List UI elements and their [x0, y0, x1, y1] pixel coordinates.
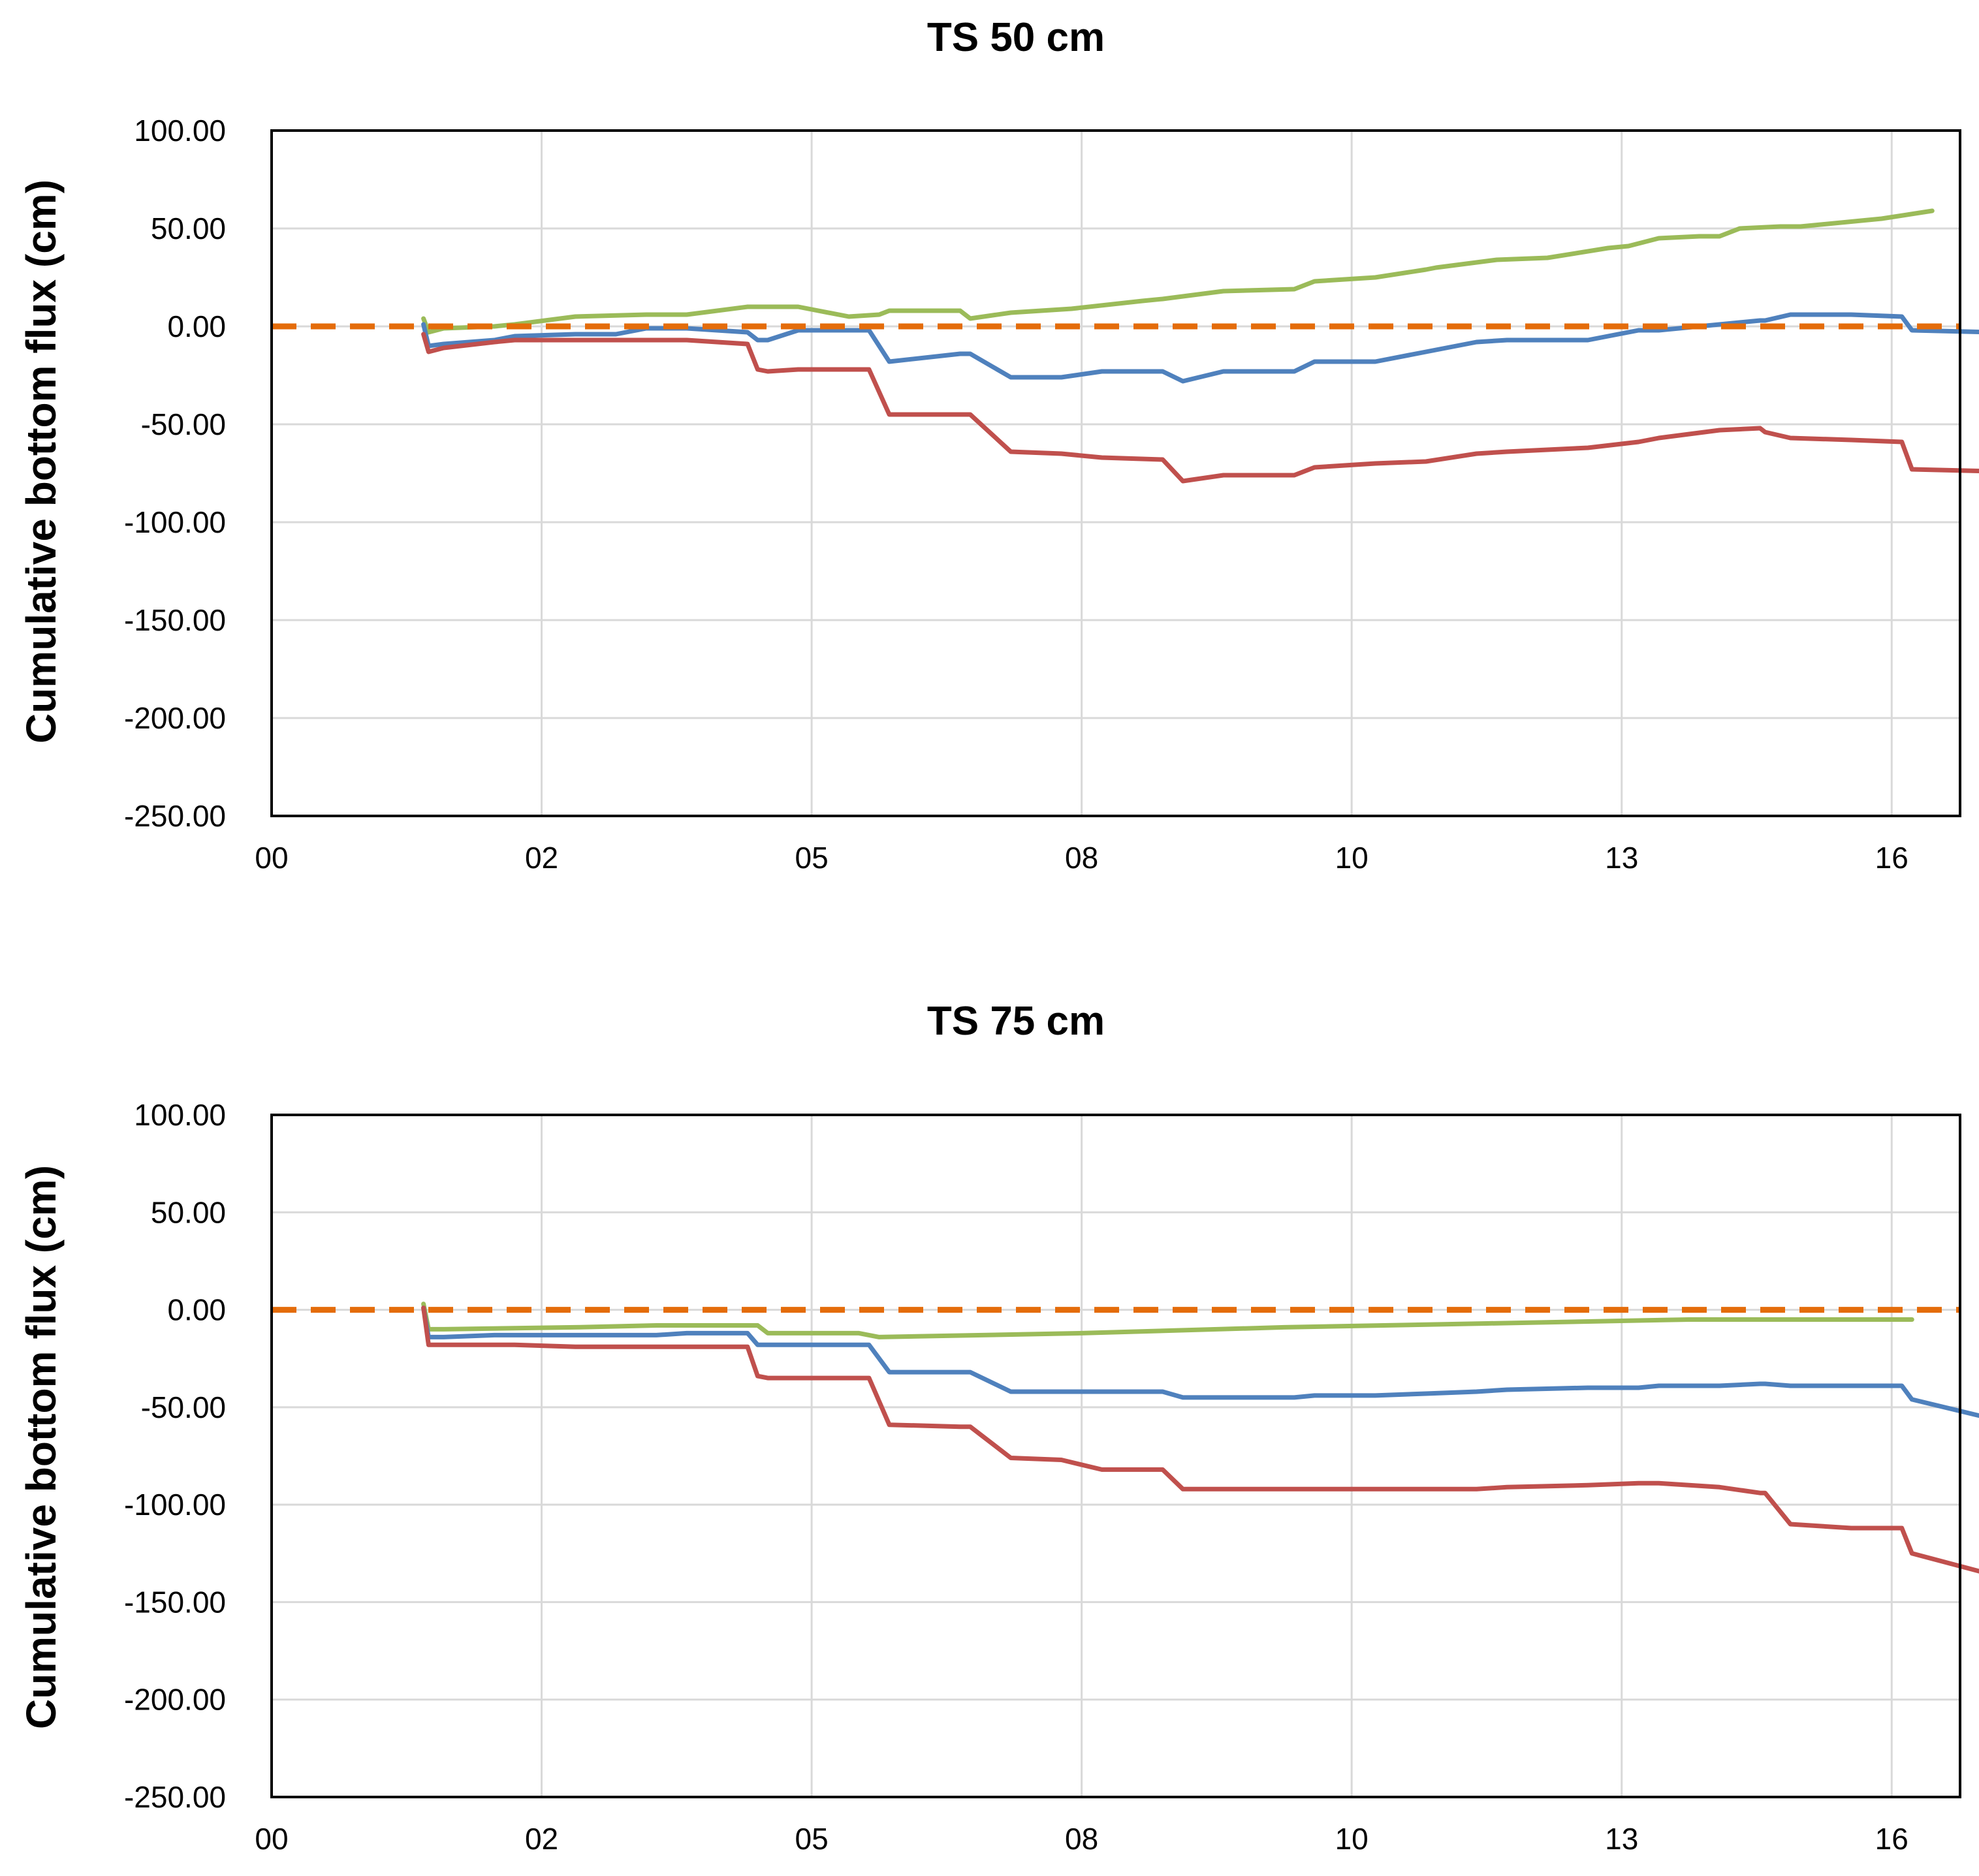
- y-tick-label: -250.00: [124, 1780, 226, 1814]
- chart-title: TS 75 cm: [927, 999, 1105, 1044]
- y-tick-label: -100.00: [124, 505, 226, 539]
- series-layer: [272, 1302, 1979, 1574]
- x-tick-label: 16: [1875, 1822, 1908, 1856]
- series-line-red: [421, 1305, 1979, 1574]
- series-line-red: [421, 332, 1979, 484]
- y-tick-label: -200.00: [124, 1683, 226, 1717]
- x-tick-label: 02: [525, 1822, 558, 1856]
- y-tick-label: 100.00: [134, 1098, 226, 1132]
- y-tick-labels: 100.00 50.00 0.00 -50.00 -100.00 -150.00 -200.…: [124, 1098, 226, 1814]
- x-tick-label: 05: [795, 841, 829, 875]
- y-tick-label: -250.00: [124, 799, 226, 833]
- chart-ts-50cm: TS 50 cm Cumulative bottom flux (cm) 100…: [18, 15, 1979, 875]
- x-tick-label: 02: [525, 841, 558, 875]
- y-tick-label: -200.00: [124, 701, 226, 735]
- x-tick-labels: 00 02 05 08 10 13 16: [255, 1822, 1908, 1856]
- x-tick-label: 05: [795, 1822, 829, 1856]
- plot-area-border: [270, 1114, 1961, 1798]
- y-tick-labels: 100.00 50.00 0.00 -50.00 -100.00 -150.00 -200.…: [124, 114, 226, 833]
- x-tick-label: 00: [255, 1822, 288, 1856]
- series-line-green: [421, 208, 1935, 335]
- chart-title: TS 50 cm: [927, 15, 1105, 60]
- series-line-blue: [421, 1305, 1979, 1418]
- x-tick-label: 10: [1335, 841, 1369, 875]
- y-tick-label: -100.00: [124, 1488, 226, 1522]
- y-tick-label: 0.00: [167, 309, 226, 343]
- y-tick-label: -50.00: [141, 1390, 226, 1424]
- series-line-green: [421, 1302, 1914, 1339]
- x-tick-label: 13: [1605, 841, 1638, 875]
- y-tick-label: 50.00: [151, 1195, 226, 1229]
- y-axis-label: Cumulative bottom flux (cm): [18, 1165, 65, 1729]
- x-tick-label: 00: [255, 841, 288, 875]
- x-tick-label: 16: [1875, 841, 1908, 875]
- y-tick-label: -150.00: [124, 603, 226, 637]
- y-tick-label: -50.00: [141, 407, 226, 441]
- x-tick-label: 10: [1335, 1822, 1369, 1856]
- y-tick-label: 100.00: [134, 114, 226, 148]
- y-axis-label: Cumulative bottom flux (cm): [18, 180, 65, 743]
- y-tick-label: 50.00: [151, 211, 226, 245]
- x-tick-label: 08: [1065, 1822, 1098, 1856]
- series-layer: [272, 208, 1979, 484]
- x-tick-labels: 00 02 05 08 10 13 16: [255, 841, 1908, 875]
- x-tick-label: 13: [1605, 1822, 1638, 1856]
- y-tick-label: 0.00: [167, 1293, 226, 1327]
- x-tick-label: 08: [1065, 841, 1098, 875]
- plot-area-border: [270, 129, 1961, 817]
- chart-ts-75cm: TS 75 cm Cumulative bottom flux (cm) 100…: [18, 999, 1979, 1856]
- y-tick-label: -150.00: [124, 1585, 226, 1619]
